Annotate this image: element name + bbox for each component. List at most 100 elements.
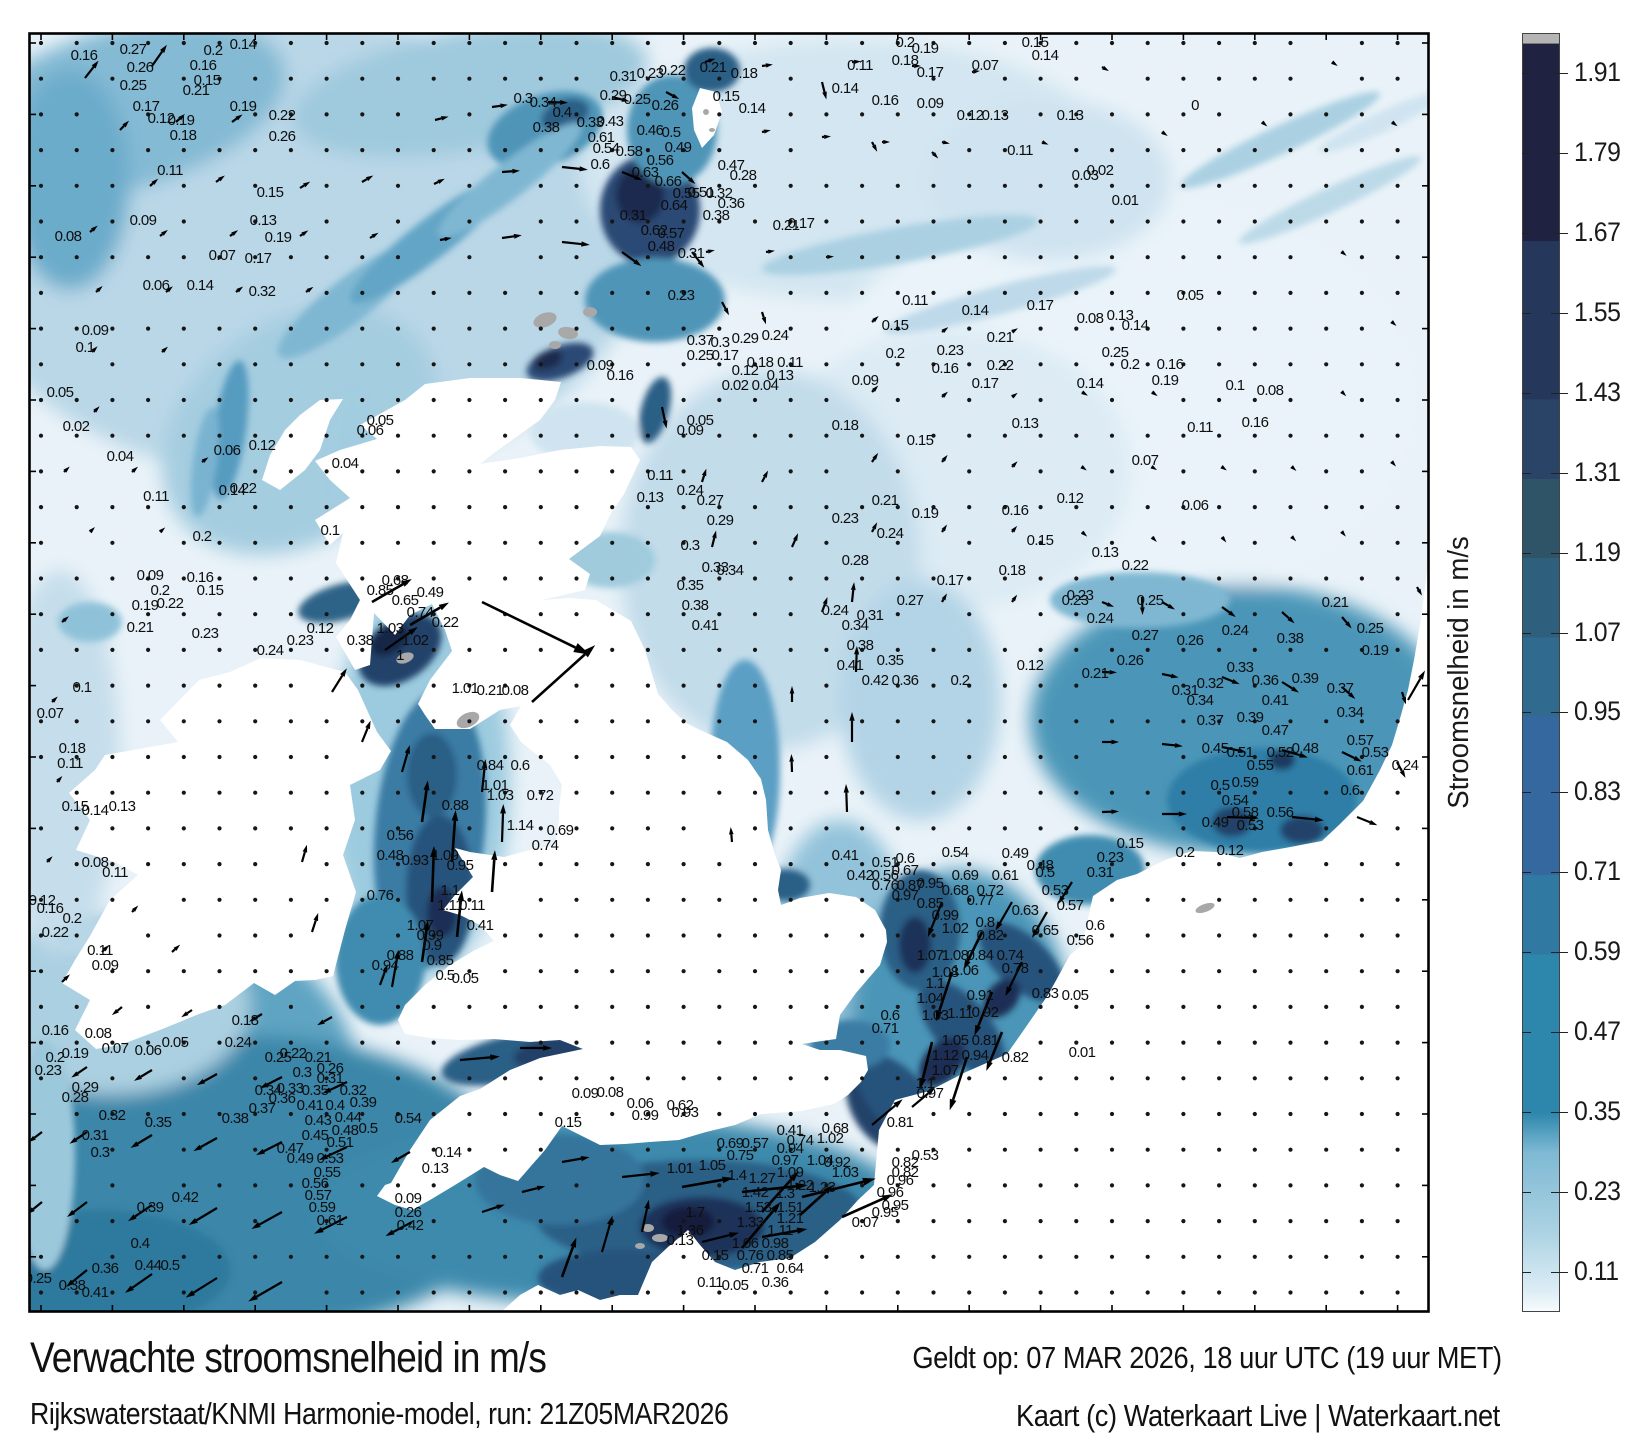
svg-text:0.04: 0.04 — [332, 455, 359, 472]
svg-text:0.11: 0.11 — [157, 162, 183, 179]
svg-text:0.47: 0.47 — [1262, 722, 1289, 739]
svg-text:0.21: 0.21 — [987, 329, 1014, 346]
svg-text:0.12: 0.12 — [957, 107, 984, 124]
svg-text:1.3: 1.3 — [775, 1185, 794, 1202]
svg-text:0.58: 0.58 — [1232, 804, 1259, 821]
svg-text:0.25: 0.25 — [624, 91, 651, 108]
svg-text:0.24: 0.24 — [1222, 622, 1249, 639]
svg-text:0.71: 0.71 — [742, 1260, 769, 1277]
svg-text:0.81: 0.81 — [887, 1114, 914, 1131]
svg-text:0.6: 0.6 — [1340, 782, 1359, 799]
svg-text:0.84: 0.84 — [967, 947, 994, 964]
svg-text:0.36: 0.36 — [718, 195, 745, 212]
svg-text:0.05: 0.05 — [162, 1034, 189, 1051]
svg-text:0.49: 0.49 — [1002, 845, 1029, 862]
svg-text:0.02: 0.02 — [722, 377, 749, 394]
svg-text:0.07: 0.07 — [972, 57, 999, 74]
svg-text:1.12: 1.12 — [932, 1047, 959, 1064]
svg-text:0.69: 0.69 — [547, 822, 574, 839]
svg-text:0.13: 0.13 — [1012, 415, 1039, 432]
svg-text:0.22: 0.22 — [42, 924, 69, 941]
svg-text:0.28: 0.28 — [62, 1089, 89, 1106]
svg-text:0.05: 0.05 — [47, 384, 74, 401]
svg-text:0.28: 0.28 — [730, 167, 757, 184]
svg-text:0.42: 0.42 — [847, 867, 874, 884]
svg-text:0.54: 0.54 — [395, 1110, 422, 1127]
svg-text:0.07: 0.07 — [852, 1214, 879, 1231]
svg-text:0.6: 0.6 — [1085, 917, 1104, 934]
svg-text:0.37: 0.37 — [1197, 712, 1224, 729]
svg-text:0.65: 0.65 — [392, 592, 419, 609]
svg-text:0.31: 0.31 — [610, 68, 637, 85]
svg-text:1.01: 1.01 — [667, 1160, 694, 1177]
svg-text:0.35: 0.35 — [302, 1082, 329, 1099]
svg-text:0.22: 0.22 — [987, 357, 1014, 374]
svg-text:0.51: 0.51 — [1227, 744, 1254, 761]
svg-text:0.29: 0.29 — [72, 1079, 99, 1096]
svg-text:0.22: 0.22 — [230, 480, 257, 497]
svg-text:0.35: 0.35 — [877, 652, 904, 669]
svg-text:0.26: 0.26 — [127, 59, 154, 76]
svg-text:0.12: 0.12 — [1017, 657, 1044, 674]
svg-text:0.11: 0.11 — [87, 942, 113, 959]
colorbar-tick — [1522, 872, 1531, 874]
colorbar-tick — [1522, 632, 1531, 634]
svg-text:0.31: 0.31 — [857, 607, 884, 624]
svg-text:0.68: 0.68 — [942, 882, 969, 899]
svg-text:0.91: 0.91 — [967, 987, 994, 1004]
svg-text:0.25: 0.25 — [28, 1270, 52, 1287]
svg-text:0.18: 0.18 — [999, 562, 1026, 579]
svg-text:0: 0 — [1191, 97, 1199, 114]
svg-text:0.33: 0.33 — [277, 1080, 304, 1097]
svg-text:1.07: 1.07 — [407, 917, 434, 934]
svg-text:1.03: 1.03 — [832, 1164, 859, 1181]
colorbar-tick-label: 1.43 — [1574, 376, 1621, 407]
svg-text:0.12: 0.12 — [1217, 842, 1244, 859]
svg-text:0.14: 0.14 — [962, 302, 989, 319]
svg-text:1.02: 1.02 — [817, 1130, 844, 1147]
svg-text:0.4: 0.4 — [552, 104, 571, 121]
colorbar-tick — [1522, 952, 1531, 954]
svg-text:1.03: 1.03 — [377, 620, 404, 637]
svg-text:0.27: 0.27 — [1132, 627, 1159, 644]
svg-text:1.05: 1.05 — [942, 1032, 969, 1049]
svg-text:1.09: 1.09 — [777, 1164, 804, 1181]
svg-text:1.4: 1.4 — [727, 1167, 746, 1184]
svg-text:0.21: 0.21 — [700, 59, 727, 76]
svg-text:1.07: 1.07 — [917, 947, 944, 964]
colorbar-tick — [1560, 232, 1568, 234]
svg-text:0.55: 0.55 — [1247, 757, 1274, 774]
svg-text:0.74: 0.74 — [787, 1132, 814, 1149]
svg-text:1.1: 1.1 — [915, 1075, 934, 1092]
svg-text:0.74: 0.74 — [997, 947, 1024, 964]
svg-text:0.14: 0.14 — [435, 1144, 462, 1161]
svg-text:0.88: 0.88 — [387, 947, 414, 964]
svg-text:0.69: 0.69 — [717, 1135, 744, 1152]
svg-text:0.71: 0.71 — [872, 1020, 899, 1037]
svg-text:0.44: 0.44 — [135, 1257, 162, 1274]
svg-text:0.38: 0.38 — [703, 207, 730, 224]
svg-text:0.48: 0.48 — [332, 1122, 359, 1139]
svg-text:0.25: 0.25 — [1137, 592, 1164, 609]
svg-text:0.34: 0.34 — [842, 617, 869, 634]
svg-text:1.06: 1.06 — [952, 962, 979, 979]
svg-text:0.16: 0.16 — [932, 360, 959, 377]
colorbar-tick-label: 1.31 — [1574, 456, 1621, 487]
svg-text:0.6: 0.6 — [590, 156, 609, 173]
svg-text:0.54: 0.54 — [593, 140, 620, 157]
svg-text:0.07: 0.07 — [209, 247, 236, 264]
svg-text:0.11: 0.11 — [777, 354, 803, 371]
svg-text:1.14: 1.14 — [507, 817, 534, 834]
svg-text:0.33: 0.33 — [1227, 659, 1254, 676]
svg-text:0.1: 0.1 — [320, 522, 339, 539]
svg-text:0.08: 0.08 — [82, 854, 109, 871]
svg-text:0.78: 0.78 — [1002, 960, 1029, 977]
svg-text:0.36: 0.36 — [892, 672, 919, 689]
svg-text:0.2: 0.2 — [203, 42, 222, 59]
svg-text:0.06: 0.06 — [135, 1042, 162, 1059]
svg-text:1.11: 1.11 — [437, 897, 463, 914]
svg-text:0.4: 0.4 — [130, 1235, 149, 1252]
svg-text:0.41: 0.41 — [777, 1122, 804, 1139]
svg-text:0.35: 0.35 — [145, 1114, 172, 1131]
svg-text:0.56: 0.56 — [302, 1175, 329, 1192]
